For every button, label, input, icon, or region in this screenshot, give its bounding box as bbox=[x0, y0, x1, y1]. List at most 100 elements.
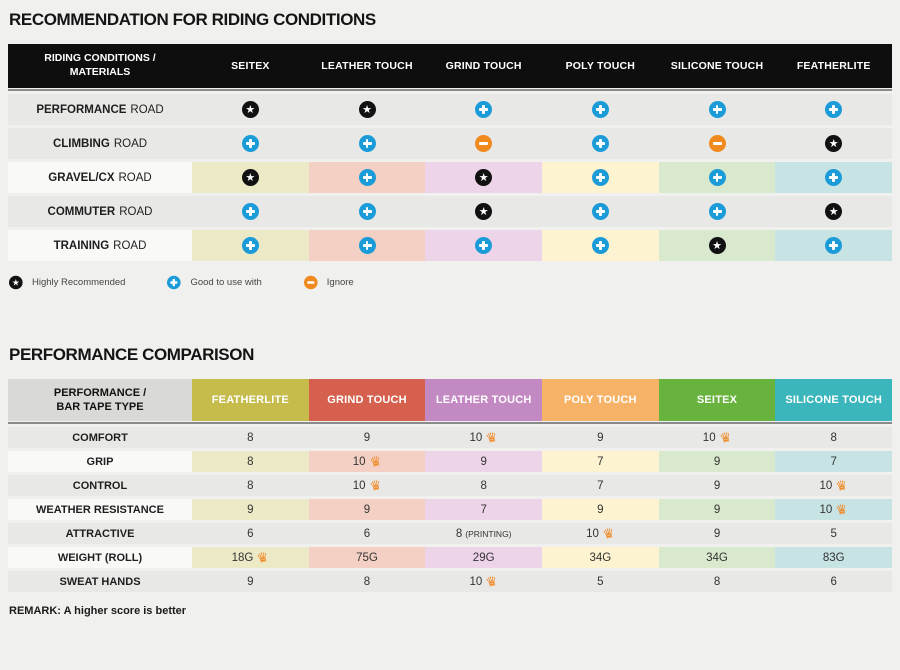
value-cell: 9 bbox=[542, 499, 659, 520]
mark-cell bbox=[192, 94, 309, 125]
value-cell: 10 bbox=[542, 523, 659, 544]
value-cell: 8 (PRINTING) bbox=[455, 527, 512, 540]
row-label: TRAINING ROAD bbox=[8, 230, 192, 261]
table-row-gravel-cx-road: GRAVEL/CX ROAD bbox=[8, 162, 893, 193]
plus-icon bbox=[475, 101, 493, 118]
mark-cell bbox=[542, 196, 659, 227]
remark-text: REMARK: A higher score is better bbox=[9, 605, 187, 617]
value-cell: 8 bbox=[247, 431, 254, 444]
legend-item-highly-recommended: Highly Recommended bbox=[9, 274, 125, 291]
mark-cell bbox=[192, 196, 309, 227]
table-row-sweat-hands: SWEAT HANDS 9 8 10 5 8 6 bbox=[8, 571, 892, 592]
value-cell: 6 bbox=[363, 527, 371, 540]
row-label: CLIMBING ROAD bbox=[52, 137, 148, 150]
table-row-weather-resistance: WEATHER RESISTANCE 9 9 7 9 9 10 bbox=[8, 499, 893, 520]
minus-icon bbox=[303, 275, 318, 290]
performance-header: PERFORMANCE / BAR TAPE TYPE FEATHERLITE … bbox=[8, 379, 893, 421]
star-icon bbox=[475, 169, 493, 186]
value-cell: 9 bbox=[425, 451, 543, 472]
crown-icon bbox=[370, 478, 382, 494]
plus-icon bbox=[591, 101, 609, 118]
plus-icon bbox=[591, 135, 609, 152]
row-label: PERFORMANCE ROAD bbox=[36, 103, 164, 116]
plus-icon bbox=[358, 169, 376, 186]
value-cell: 34G bbox=[658, 547, 776, 568]
value-cell: 5 bbox=[597, 575, 604, 588]
column-header-seitex: SEITEX bbox=[658, 379, 776, 421]
star-icon bbox=[825, 135, 843, 152]
plus-icon bbox=[241, 237, 259, 254]
row-label: WEIGHT (ROLL) bbox=[8, 547, 192, 568]
column-header-seitex: SEITEX bbox=[231, 60, 270, 72]
crown-icon bbox=[720, 430, 732, 446]
row-label: CONTROL bbox=[72, 479, 128, 492]
corner-header: RIDING CONDITIONS / MATERIALS bbox=[44, 52, 156, 78]
value-cell: 10 bbox=[659, 427, 776, 448]
table-row-performance-road: PERFORMANCE ROAD bbox=[8, 94, 892, 125]
mark-cell bbox=[658, 230, 776, 261]
mark-cell bbox=[775, 230, 893, 261]
legend-item-good-to-use-with: Good to use with bbox=[167, 274, 262, 291]
mark-cell bbox=[542, 230, 659, 261]
minus-icon bbox=[708, 135, 726, 152]
mark-cell bbox=[425, 196, 542, 227]
value-cell: 75G bbox=[308, 547, 426, 568]
value-cell: 10 bbox=[775, 499, 893, 520]
plus-icon bbox=[825, 169, 843, 186]
plus-icon bbox=[241, 203, 259, 220]
plus-icon bbox=[825, 237, 843, 254]
mark-cell bbox=[308, 230, 426, 261]
value-cell: 10 bbox=[775, 475, 892, 496]
column-header-poly-touch: POLY TOUCH bbox=[565, 60, 636, 72]
value-cell: 10 bbox=[308, 451, 426, 472]
plus-icon bbox=[241, 135, 259, 152]
header-divider bbox=[8, 422, 892, 424]
value-cell: 8 bbox=[713, 575, 721, 588]
value-cell: 8 bbox=[247, 479, 254, 492]
crown-icon bbox=[486, 430, 498, 446]
table-row-climbing-road: CLIMBING ROAD bbox=[8, 128, 892, 159]
mark-cell bbox=[309, 128, 426, 159]
value-cell: 7 bbox=[425, 499, 543, 520]
mark-cell bbox=[659, 94, 776, 125]
plus-icon bbox=[591, 203, 609, 220]
star-icon bbox=[475, 203, 493, 220]
column-header-grind-touch: GRIND TOUCH bbox=[445, 60, 522, 72]
table-row-commuter-road: COMMUTER ROAD bbox=[8, 196, 892, 227]
crown-icon bbox=[486, 574, 498, 590]
plus-icon bbox=[358, 237, 376, 254]
crown-icon bbox=[257, 550, 269, 566]
star-icon bbox=[358, 101, 376, 118]
table-row-attractive: ATTRACTIVE 6 6 8(PRINTING) 10 9 5 bbox=[8, 523, 892, 544]
value-cell: 7 bbox=[597, 479, 604, 492]
star-icon bbox=[241, 101, 259, 118]
value-cell: 9 bbox=[308, 499, 426, 520]
mark-cell bbox=[425, 230, 543, 261]
mark-cell bbox=[542, 128, 659, 159]
mark-cell bbox=[308, 162, 426, 193]
value-cell: 18G bbox=[192, 547, 309, 568]
star-icon bbox=[241, 169, 259, 186]
column-header-silicone-touch: SILICONE TOUCH bbox=[670, 60, 764, 72]
plus-icon bbox=[591, 169, 609, 186]
mark-cell bbox=[192, 230, 309, 261]
row-label: COMMUTER ROAD bbox=[47, 205, 153, 218]
plus-icon bbox=[825, 101, 843, 118]
value-cell: 9 bbox=[658, 451, 776, 472]
minus-icon bbox=[475, 135, 493, 152]
plus-icon bbox=[358, 135, 376, 152]
value-cell: 8 bbox=[192, 451, 309, 472]
plus-icon bbox=[358, 203, 376, 220]
riding-conditions-title: RECOMMENDATION FOR RIDING CONDITIONS bbox=[9, 10, 376, 29]
mark-cell bbox=[775, 128, 892, 159]
plus-icon bbox=[708, 101, 726, 118]
plus-icon bbox=[708, 169, 726, 186]
legend: Highly Recommended Good to use with Igno… bbox=[9, 274, 892, 291]
column-header-poly-touch: POLY TOUCH bbox=[542, 379, 659, 421]
column-header-leather-touch: LEATHER TOUCH bbox=[321, 60, 413, 72]
mark-cell bbox=[775, 162, 893, 193]
mark-cell bbox=[542, 162, 659, 193]
value-cell: 10 bbox=[309, 475, 426, 496]
crown-icon bbox=[836, 478, 848, 494]
